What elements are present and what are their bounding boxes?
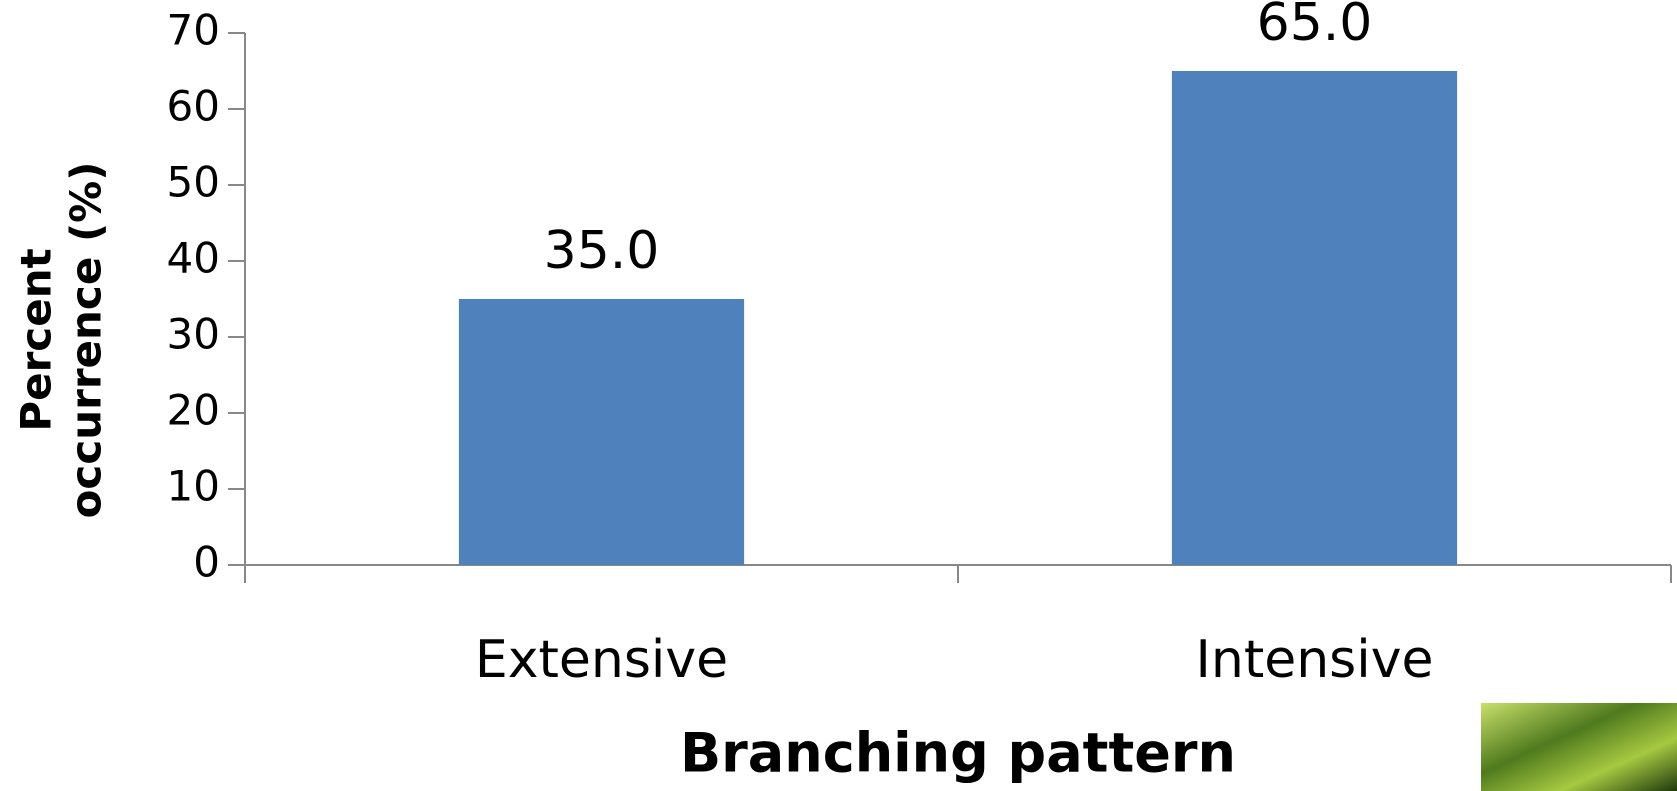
x-tick-label: Extensive — [475, 630, 728, 690]
y-tick-label: 40 — [167, 234, 220, 283]
bar — [1171, 71, 1458, 565]
y-tick-label: 20 — [167, 386, 220, 435]
bar — [458, 299, 745, 565]
value-label: 35.0 — [544, 221, 660, 281]
y-tick-label: 10 — [167, 462, 220, 511]
x-axis-title: Branching pattern — [680, 722, 1236, 785]
y-axis-title: Percent occurrence (%) — [11, 161, 111, 519]
value-label: 65.0 — [1257, 0, 1373, 53]
x-tick-label: Intensive — [1196, 630, 1434, 690]
y-tick-label: 30 — [167, 310, 220, 359]
y-tick-label: 0 — [193, 538, 220, 587]
y-tick-label: 50 — [167, 158, 220, 207]
photo — [1481, 703, 1677, 791]
y-tick-label: 60 — [167, 82, 220, 131]
y-tick-label: 70 — [167, 6, 220, 55]
